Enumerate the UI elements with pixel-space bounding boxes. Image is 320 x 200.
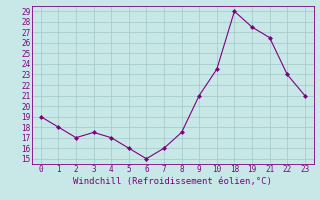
X-axis label: Windchill (Refroidissement éolien,°C): Windchill (Refroidissement éolien,°C): [73, 177, 272, 186]
